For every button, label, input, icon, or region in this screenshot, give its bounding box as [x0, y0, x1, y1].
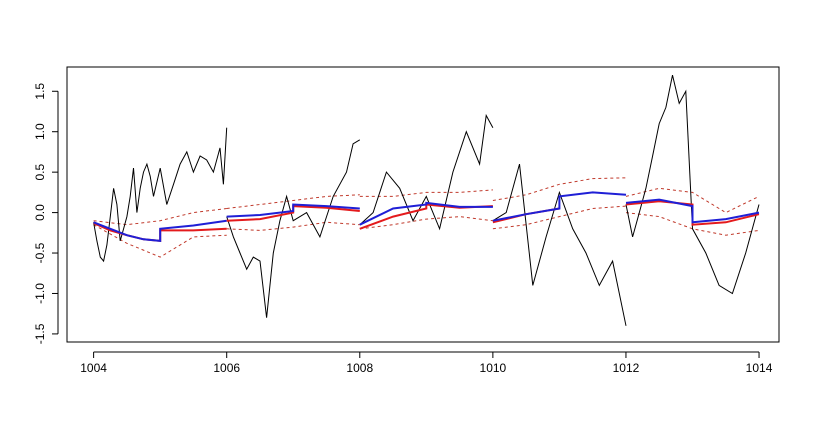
band-lower-line-2: [359, 216, 493, 230]
y-tick-label: 0.0: [33, 204, 47, 221]
band-upper-line-2: [359, 189, 493, 197]
band-upper-line-0: [93, 208, 227, 226]
blue-fit-line-0: [93, 219, 227, 243]
y-tick-label: -1.5: [33, 323, 47, 344]
blue-fit-line-2: [359, 201, 493, 226]
y-tick-label: -0.5: [33, 242, 47, 263]
observed-line-1: [226, 139, 361, 318]
blue-fit-line-3: [492, 191, 627, 222]
x-tick-label: 1006: [213, 361, 240, 375]
observed-line-0: [93, 127, 228, 263]
band-lower-line-3: [492, 205, 627, 230]
blue-fit-line-4: [625, 198, 760, 224]
band-lower-line-0: [93, 224, 227, 258]
plot-frame: [66, 66, 780, 343]
blue-fit-line-1: [226, 203, 360, 218]
y-tick-label: 0.5: [33, 163, 47, 180]
axes: 1004 1006 1008 1010 1012 1014 -1.5 -1.0 -0.5 0.0 0…: [33, 83, 773, 375]
x-tick-label: 1012: [613, 361, 640, 375]
x-tick-label: 1004: [80, 361, 107, 375]
observed-line-2: [359, 113, 494, 231]
band-upper-line-3: [492, 177, 627, 201]
y-tick-label: 1.5: [33, 83, 47, 100]
series-layer: [93, 74, 760, 326]
observed-line-3: [492, 163, 627, 326]
band-upper-line-4: [625, 187, 760, 214]
x-tick-label: 1010: [480, 361, 507, 375]
y-tick-label: 1.0: [33, 123, 47, 140]
band-upper-line-1: [226, 194, 360, 209]
x-tick-label: 1008: [346, 361, 373, 375]
band-lower-line-1: [226, 221, 360, 231]
y-tick-label: -1.0: [33, 283, 47, 304]
x-tick-label: 1014: [746, 361, 773, 375]
